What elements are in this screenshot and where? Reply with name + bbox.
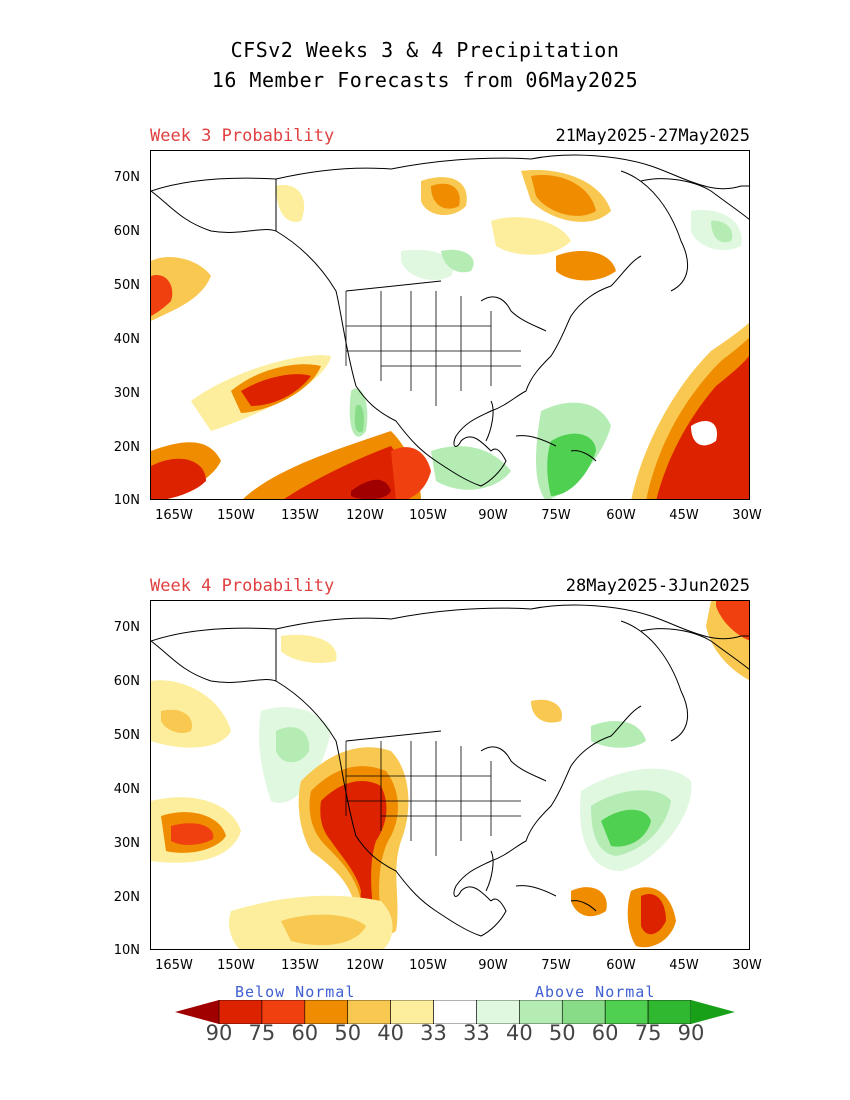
week4-lon-label: 60W bbox=[606, 958, 636, 973]
legend-swatch bbox=[604, 1000, 649, 1024]
legend-value: 90 bbox=[205, 1021, 233, 1045]
week3-lon-label: 165W bbox=[155, 508, 193, 523]
week4-lat-label: 60N bbox=[113, 674, 140, 689]
week4-lat-label: 40N bbox=[113, 782, 140, 797]
week4-lon-label: 30W bbox=[732, 958, 762, 973]
legend-value: 50 bbox=[334, 1021, 362, 1045]
legend-value: 60 bbox=[291, 1021, 319, 1045]
week3-coastlines bbox=[151, 154, 749, 487]
legend-swatch bbox=[347, 1000, 391, 1024]
legend-above-normal-label: Above Normal bbox=[535, 983, 656, 1001]
week4-lon-label: 165W bbox=[155, 958, 193, 973]
legend-value: 75 bbox=[248, 1021, 276, 1045]
legend-value: 75 bbox=[634, 1021, 662, 1045]
week3-lon-label: 120W bbox=[346, 508, 384, 523]
legend-value: 40 bbox=[377, 1021, 404, 1045]
week4-lon-label: 105W bbox=[409, 958, 447, 973]
legend-value: 33 bbox=[420, 1021, 447, 1045]
week3-label: Week 3 Probability bbox=[150, 126, 335, 146]
legend-colorbar bbox=[175, 1000, 735, 1024]
week4-label: Week 4 Probability bbox=[150, 576, 335, 596]
week4-lon-label: 45W bbox=[669, 958, 699, 973]
legend-below-normal-label: Below Normal bbox=[235, 983, 356, 1001]
week4-lat-label: 50N bbox=[113, 728, 140, 743]
week4-lat-label: 30N bbox=[113, 836, 140, 851]
legend-swatch bbox=[476, 1000, 520, 1024]
week3-lat-label: 20N bbox=[113, 440, 140, 455]
week4-state-lines bbox=[345, 741, 521, 856]
week3-map-graphic bbox=[151, 154, 749, 499]
week3-state-lines bbox=[345, 291, 521, 406]
legend-arrow-above bbox=[691, 1000, 735, 1024]
week4-lon-label: 120W bbox=[346, 958, 384, 973]
week3-lon-label: 150W bbox=[217, 508, 255, 523]
week3-lat-label: 40N bbox=[113, 332, 140, 347]
week4-coastlines bbox=[151, 604, 749, 937]
legend-swatch bbox=[433, 1000, 477, 1024]
week3-lon-label: 45W bbox=[669, 508, 699, 523]
legend-swatch bbox=[561, 1000, 606, 1024]
legend-value: 50 bbox=[548, 1021, 576, 1045]
week3-dates: 21May2025-27May2025 bbox=[555, 126, 750, 146]
week3-lon-label: 90W bbox=[478, 508, 508, 523]
week3-lon-label: 60W bbox=[606, 508, 636, 523]
week4-shading bbox=[151, 601, 749, 949]
week3-lat-label: 60N bbox=[113, 224, 140, 239]
legend-value: 90 bbox=[677, 1021, 705, 1045]
chart-title-line2: 16 Member Forecasts from 06May2025 bbox=[211, 68, 639, 92]
week4-dates: 28May2025-3Jun2025 bbox=[565, 576, 750, 596]
legend-value: 33 bbox=[463, 1021, 490, 1045]
week4-lat-label: 10N bbox=[113, 943, 140, 958]
week4-map bbox=[150, 600, 750, 950]
week3-lat-label: 50N bbox=[113, 278, 140, 293]
week3-lon-label: 75W bbox=[541, 508, 571, 523]
week4-lon-label: 135W bbox=[281, 958, 319, 973]
week4-lat-label: 20N bbox=[113, 890, 140, 905]
legend-arrow-below bbox=[175, 1000, 219, 1024]
legend-value: 40 bbox=[505, 1021, 533, 1045]
week3-lat-label: 30N bbox=[113, 386, 140, 401]
week4-lon-label: 150W bbox=[217, 958, 255, 973]
week3-lon-label: 105W bbox=[409, 508, 447, 523]
week3-map bbox=[150, 150, 750, 500]
week4-lon-label: 75W bbox=[541, 958, 571, 973]
week4-lon-label: 90W bbox=[478, 958, 508, 973]
week3-lat-label: 70N bbox=[113, 170, 140, 185]
week3-lon-label: 30W bbox=[732, 508, 762, 523]
week4-map-graphic bbox=[151, 601, 749, 949]
legend-swatch bbox=[261, 1000, 306, 1024]
week3-shading bbox=[151, 170, 749, 499]
week3-lon-label: 135W bbox=[281, 508, 319, 523]
legend-value: 60 bbox=[591, 1021, 619, 1045]
chart-title-line1: CFSv2 Weeks 3 & 4 Precipitation bbox=[230, 38, 620, 62]
week4-lat-label: 70N bbox=[113, 620, 140, 635]
week3-lat-label: 10N bbox=[113, 493, 140, 508]
